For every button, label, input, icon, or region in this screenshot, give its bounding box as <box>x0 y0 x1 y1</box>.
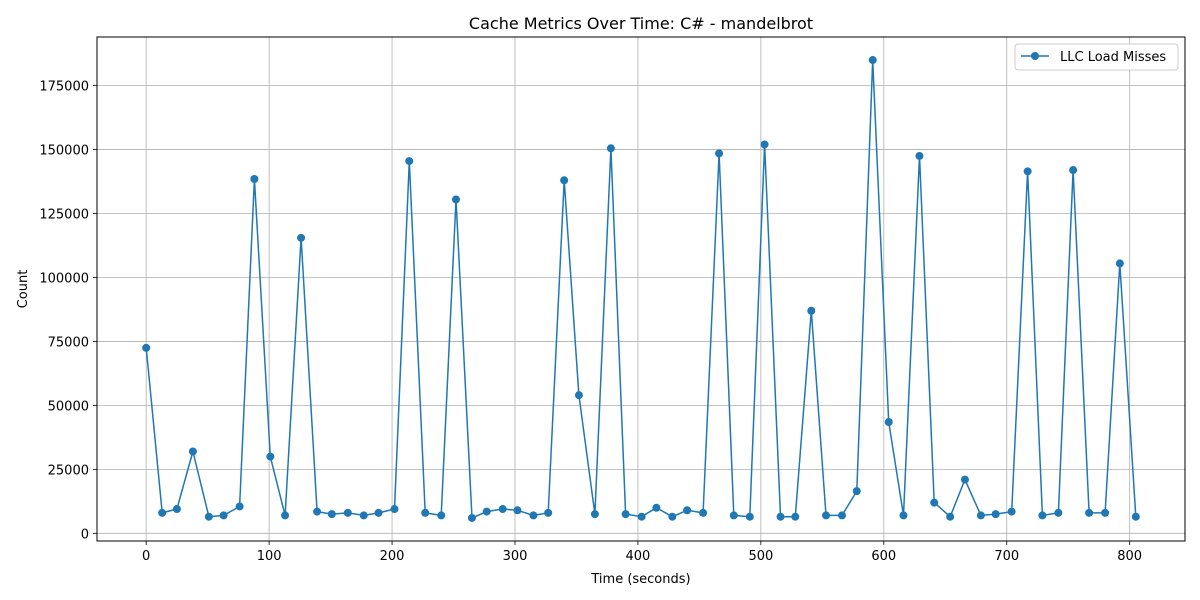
legend-point-marker <box>1031 52 1039 60</box>
data-point <box>405 157 414 166</box>
data-point <box>467 513 476 522</box>
x-tick-label: 400 <box>626 549 651 564</box>
data-point <box>281 511 290 520</box>
x-tick-label: 300 <box>503 549 528 564</box>
x-axis-label: Time (seconds) <box>590 572 690 587</box>
data-point <box>1069 166 1078 175</box>
data-point <box>745 512 754 521</box>
plot-frame <box>96 36 1186 542</box>
y-tick-label: 175000 <box>39 80 89 95</box>
data-point <box>421 508 430 517</box>
data-point <box>668 512 677 521</box>
axis-ticks: 0 100 200 300 400 500 600 700 800 0 25000 50000 7500… <box>39 80 1142 564</box>
data-point <box>574 391 583 400</box>
data-point <box>359 511 368 520</box>
x-tick-label: 0 <box>142 549 150 564</box>
y-tick-label: 150000 <box>39 144 89 159</box>
y-tick-label: 25000 <box>48 463 89 478</box>
x-tick-label: 800 <box>1117 549 1142 564</box>
y-axis-label: Count <box>16 270 31 309</box>
data-point <box>390 505 399 514</box>
x-tick-label: 100 <box>257 549 282 564</box>
data-point <box>482 507 491 516</box>
data-point <box>1115 259 1124 268</box>
data-point <box>374 508 383 517</box>
data-point <box>729 511 738 520</box>
data-point <box>235 502 244 511</box>
x-tick-label: 700 <box>994 549 1019 564</box>
data-point <box>791 512 800 521</box>
data-point <box>1023 167 1032 176</box>
y-tick-label: 75000 <box>48 335 89 350</box>
data-point <box>930 498 939 507</box>
data-point <box>219 511 228 520</box>
data-point <box>158 508 167 517</box>
data-point <box>852 487 861 496</box>
data-point <box>1038 511 1047 520</box>
data-point <box>313 507 322 516</box>
y-tick-label: 50000 <box>48 399 89 414</box>
data-point <box>760 140 769 149</box>
data-point <box>343 508 352 517</box>
legend-box <box>1014 43 1179 71</box>
data-point <box>637 512 646 521</box>
data-point <box>204 512 213 521</box>
data-point <box>915 151 924 160</box>
data-point <box>266 452 275 461</box>
grid <box>97 37 1185 541</box>
x-tick-label: 200 <box>380 549 405 564</box>
data-point <box>250 174 259 183</box>
data-point <box>529 511 538 520</box>
data-point <box>976 511 985 520</box>
data-point <box>621 510 630 519</box>
data-point <box>715 149 724 158</box>
data-point <box>437 511 446 520</box>
y-tick-label: 100000 <box>39 271 89 286</box>
data-point <box>946 512 955 521</box>
data-point <box>960 475 969 484</box>
data-point <box>590 510 599 519</box>
data-point <box>899 511 908 520</box>
data-point <box>884 418 893 427</box>
legend: LLC Load Misses <box>1014 43 1179 71</box>
data-point <box>652 503 661 512</box>
data-point <box>699 508 708 517</box>
x-tick-label: 500 <box>748 549 773 564</box>
data-point <box>142 343 151 352</box>
y-tick-label: 0 <box>81 527 89 542</box>
data-point <box>822 511 831 520</box>
x-tick-label: 600 <box>871 549 896 564</box>
data-point <box>560 176 569 185</box>
data-point <box>868 56 877 65</box>
data-point <box>498 505 507 514</box>
data-point <box>513 506 522 515</box>
data-point <box>1101 508 1110 517</box>
data-point <box>1054 508 1063 517</box>
data-point <box>606 144 615 153</box>
data-point <box>1131 512 1140 521</box>
data-point <box>1007 507 1016 516</box>
data-point <box>451 195 460 204</box>
data-point <box>838 511 847 520</box>
data-point <box>172 505 181 514</box>
data-point <box>544 508 553 517</box>
y-tick-label: 125000 <box>39 208 89 223</box>
data-point <box>991 510 1000 519</box>
data-point <box>683 506 692 515</box>
data-point <box>327 510 336 519</box>
legend-label: LLC Load Misses <box>1060 50 1166 65</box>
data-point <box>1085 508 1094 517</box>
data-point <box>297 233 306 242</box>
data-point <box>188 447 197 456</box>
series-layer <box>142 56 1140 522</box>
chart-title: Cache Metrics Over Time: C# - mandelbrot <box>469 14 813 33</box>
data-point <box>807 306 816 315</box>
data-point <box>776 512 785 521</box>
